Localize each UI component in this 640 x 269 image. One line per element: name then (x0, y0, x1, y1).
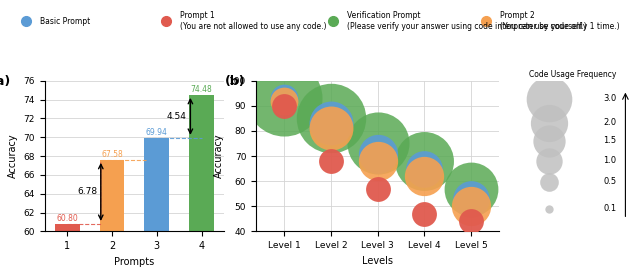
Text: 1.5: 1.5 (604, 136, 617, 146)
Bar (189, 95, 214, 231)
Bar (145, 138, 169, 231)
Text: 2.0: 2.0 (604, 118, 617, 128)
Point (419, 212, 429, 216)
Point (326, 159, 336, 163)
Text: (b): (b) (225, 75, 245, 88)
Text: 1.0: 1.0 (604, 156, 617, 165)
Y-axis label: Accuracy: Accuracy (214, 134, 223, 178)
Text: 69.94: 69.94 (146, 128, 168, 137)
Point (419, 167, 429, 171)
Point (466, 219, 476, 224)
Point (466, 186, 476, 191)
Text: 3.0: 3.0 (604, 94, 617, 103)
Point (279, 99, 289, 103)
Point (279, 96, 289, 100)
Point (419, 159, 429, 163)
Text: Prompt 2
(You can use code only 1 time.): Prompt 2 (You can use code only 1 time.) (500, 11, 620, 31)
Point (372, 159, 383, 163)
Point (279, 104, 289, 108)
Text: Basic Prompt: Basic Prompt (40, 17, 90, 26)
Point (372, 141, 383, 146)
Bar (55, 224, 79, 231)
Point (326, 121, 336, 126)
Point (279, 96, 289, 100)
Text: Verification Prompt
(Please verify your answer using code interpreter by yoursel: Verification Prompt (Please verify your … (347, 11, 586, 31)
Text: 0.1: 0.1 (604, 204, 617, 213)
Point (326, 116, 336, 121)
Text: 60.80: 60.80 (56, 214, 78, 223)
Y-axis label: Accuracy: Accuracy (8, 134, 18, 178)
Text: 4.54: 4.54 (167, 112, 187, 121)
Text: Prompt 1
(You are not allowed to use any code.): Prompt 1 (You are not allowed to use any… (180, 11, 327, 31)
Text: (a): (a) (0, 75, 12, 88)
X-axis label: Levels: Levels (362, 256, 393, 266)
Point (326, 126, 336, 130)
Point (372, 186, 383, 191)
Text: 6.78: 6.78 (77, 187, 97, 196)
Text: 0.5: 0.5 (604, 177, 617, 186)
Point (466, 197, 476, 201)
Point (466, 204, 476, 208)
Point (419, 174, 429, 178)
X-axis label: Prompts: Prompts (115, 257, 154, 267)
Point (372, 151, 383, 156)
Text: Code Usage Frequency: Code Usage Frequency (529, 70, 617, 79)
Text: 67.58: 67.58 (101, 150, 123, 159)
Text: 74.48: 74.48 (191, 85, 212, 94)
Bar (100, 160, 124, 231)
